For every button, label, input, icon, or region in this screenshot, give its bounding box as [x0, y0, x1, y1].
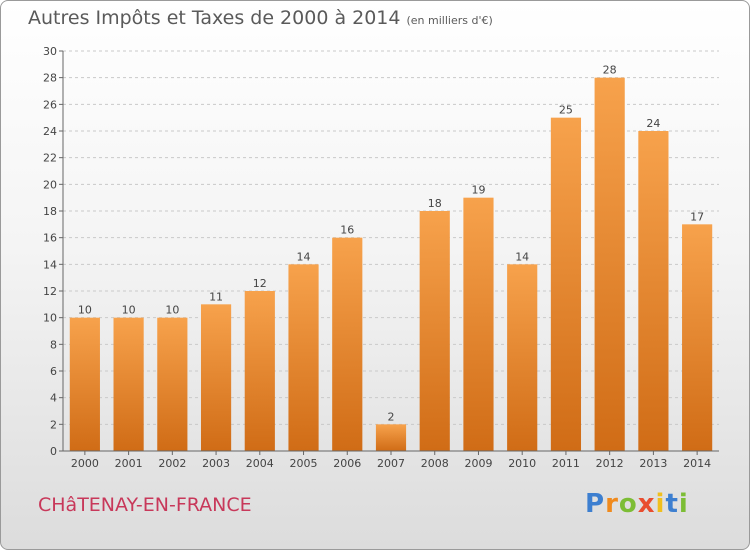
x-tick-label: 2010 — [508, 457, 536, 470]
bar-2013 — [638, 131, 669, 451]
chart-subtitle: (en milliers d'€) — [406, 14, 493, 27]
data-label: 10 — [122, 304, 136, 317]
title-row: Autres Impôts et Taxes de 2000 à 2014 (en… — [28, 7, 493, 29]
bar-2008 — [419, 211, 450, 451]
bar-2012 — [594, 77, 625, 452]
y-tick-label: 16 — [43, 232, 57, 245]
data-label: 11 — [209, 290, 223, 303]
bar-2006 — [332, 237, 363, 451]
data-label: 28 — [603, 64, 617, 77]
y-tick-label: 6 — [50, 365, 57, 378]
bar-2009 — [463, 197, 494, 451]
x-tick-label: 2004 — [246, 457, 274, 470]
data-label: 10 — [78, 304, 92, 317]
location-name: CHâTENAY-EN-FRANCE — [38, 494, 252, 516]
bar-2004 — [244, 291, 275, 451]
data-label: 14 — [515, 250, 529, 263]
logo-letter: t — [665, 489, 679, 519]
data-label: 10 — [165, 304, 179, 317]
x-tick-label: 2000 — [71, 457, 99, 470]
y-tick-label: 10 — [43, 312, 57, 325]
y-tick-label: 8 — [50, 338, 57, 351]
logo-letter: P — [585, 489, 606, 519]
x-tick-label: 2008 — [421, 457, 449, 470]
proxiti-logo: Proxiti — [585, 489, 689, 519]
y-tick-label: 24 — [43, 125, 57, 138]
bars — [69, 77, 713, 452]
x-tick-label: 2003 — [202, 457, 230, 470]
y-tick-label: 0 — [50, 445, 57, 458]
x-tick-label: 2001 — [115, 457, 143, 470]
logo-letter: i — [655, 489, 666, 519]
logo-letter: i — [678, 489, 689, 519]
y-tick-label: 18 — [43, 205, 57, 218]
y-tick-label: 4 — [50, 392, 57, 405]
x-tick-label: 2007 — [377, 457, 405, 470]
logo-letter: x — [637, 489, 656, 519]
logo-letter: r — [605, 489, 619, 519]
x-tick-label: 2005 — [290, 457, 318, 470]
y-tick-label: 14 — [43, 258, 57, 271]
data-label: 2 — [388, 410, 395, 423]
data-label: 12 — [253, 277, 267, 290]
bar-2005 — [288, 264, 319, 451]
y-tick-label: 12 — [43, 285, 57, 298]
chart-title: Autres Impôts et Taxes de 2000 à 2014 — [28, 7, 401, 29]
data-label: 16 — [340, 224, 354, 237]
x-tick-label: 2014 — [683, 457, 711, 470]
data-label: 14 — [297, 250, 311, 263]
bar-2002 — [157, 317, 188, 451]
y-tick-label: 30 — [43, 45, 57, 58]
bar-2011 — [550, 117, 582, 452]
bar-2007 — [375, 424, 407, 451]
data-label: 25 — [559, 104, 573, 117]
y-tick-label: 22 — [43, 152, 57, 165]
x-tick-label: 2002 — [158, 457, 186, 470]
y-tick-label: 2 — [50, 418, 57, 431]
y-tick-label: 28 — [43, 72, 57, 85]
data-label: 17 — [690, 210, 704, 223]
data-labels: 10 10 10 11 12 14 16 2 18 19 14 25 28 24 17 — [78, 64, 704, 424]
x-tick-label: 2009 — [464, 457, 492, 470]
data-label: 18 — [428, 197, 442, 210]
bar-2010 — [507, 264, 538, 451]
bar-2001 — [113, 317, 144, 451]
y-tick-label: 26 — [43, 98, 57, 111]
x-tick-label: 2011 — [552, 457, 580, 470]
bar-2014 — [682, 224, 713, 451]
bar-2003 — [200, 304, 232, 451]
bar-2000 — [69, 317, 100, 451]
x-tick-label: 2006 — [333, 457, 361, 470]
data-label: 24 — [646, 117, 660, 130]
logo-letter: o — [618, 489, 638, 519]
data-label: 19 — [471, 184, 485, 197]
x-tick-label: 2013 — [639, 457, 667, 470]
x-tick-label: 2012 — [596, 457, 624, 470]
y-tick-label: 20 — [43, 178, 57, 191]
